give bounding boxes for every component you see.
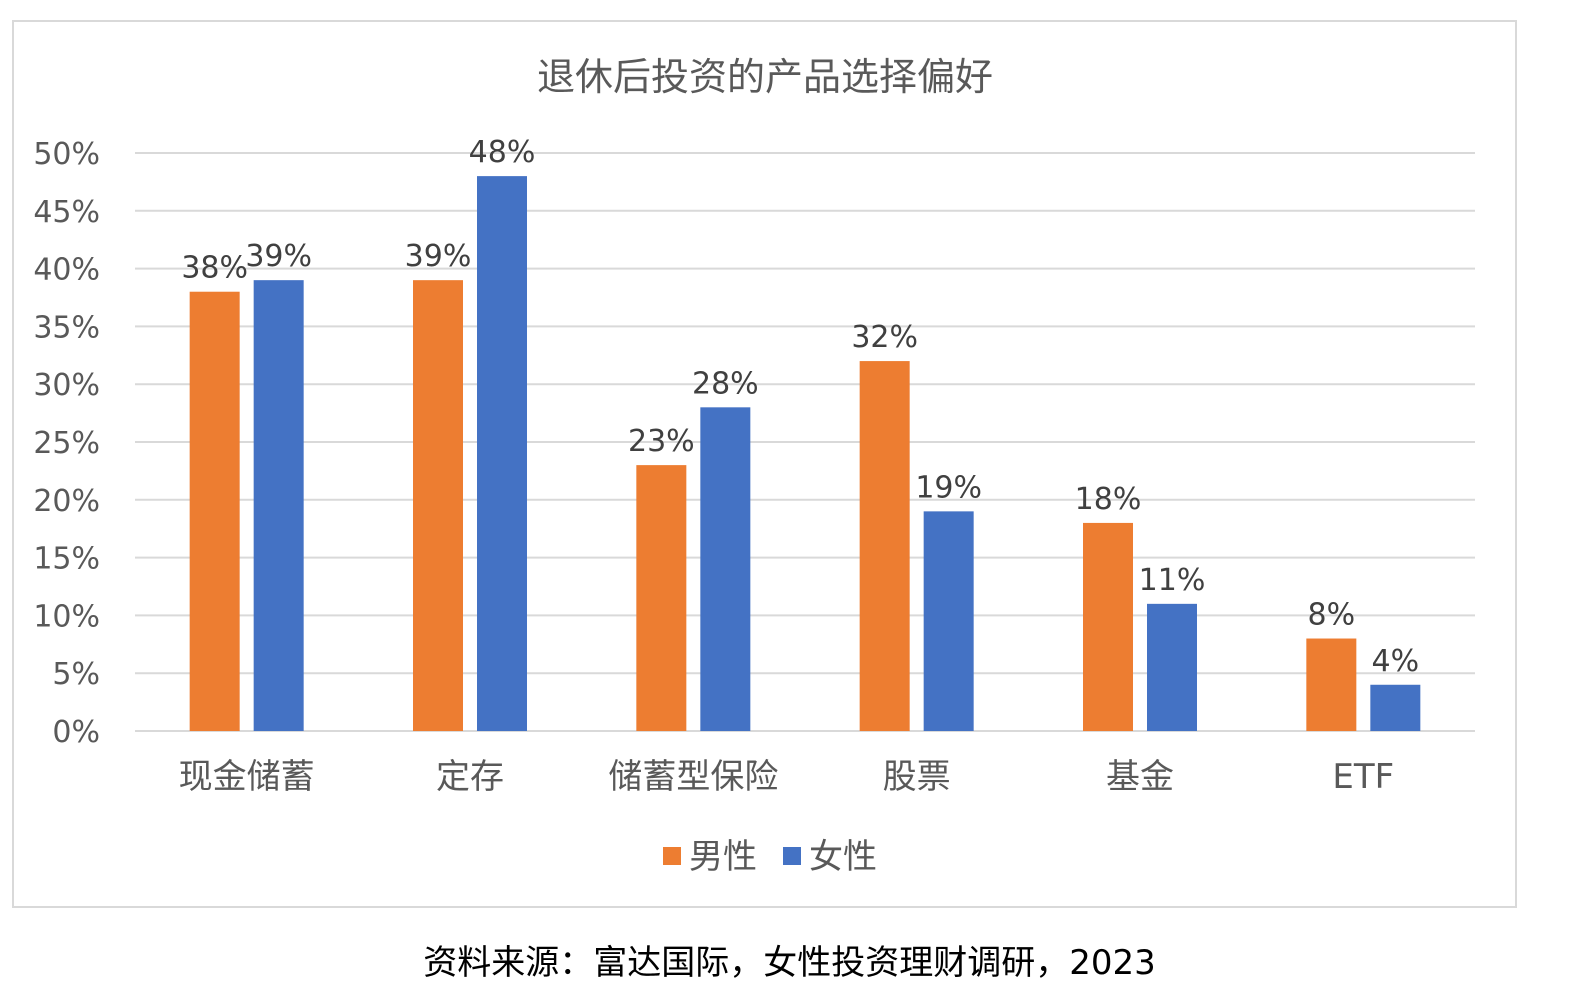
data-label: 39%	[405, 239, 472, 274]
legend-label: 男性	[689, 837, 757, 877]
x-tick-label: 定存	[436, 757, 504, 797]
y-tick-label: 5%	[52, 657, 100, 692]
x-tick-label: 基金	[1106, 757, 1174, 797]
y-tick-label: 45%	[33, 195, 100, 230]
data-label: 11%	[1139, 563, 1206, 598]
data-label: 23%	[628, 424, 695, 459]
bar	[413, 280, 463, 731]
y-tick-label: 30%	[33, 368, 100, 403]
y-tick-label: 25%	[33, 426, 100, 461]
x-tick-label: 现金储蓄	[179, 757, 315, 797]
legend-swatch	[663, 847, 681, 865]
data-labels: 38%39% 39%48%23%28%32%19% 18%11%8%4%	[181, 135, 1419, 679]
data-label: 4%	[1372, 644, 1420, 679]
data-label: 28%	[692, 366, 759, 401]
y-tick-label: 40%	[33, 253, 100, 288]
y-tick-label: 0%	[52, 715, 100, 750]
legend-swatch	[783, 847, 801, 865]
bar	[253, 280, 304, 731]
data-label: 19%	[915, 470, 982, 505]
bar	[1147, 603, 1197, 731]
bar	[1083, 522, 1133, 731]
bar	[189, 291, 240, 731]
y-axis-tick-labels: 0% 5% 10% 15% 20% 25% 30% 35% 40% 45% 50%	[33, 137, 100, 750]
bar	[700, 407, 751, 731]
x-tick-label: ETF	[1332, 757, 1394, 797]
data-label: 38%	[181, 251, 248, 286]
x-tick-label: 股票	[883, 757, 951, 797]
bar	[636, 465, 687, 731]
x-axis-tick-labels: 现金储蓄 定存 储蓄型保险 股票 基金 ETF	[179, 757, 1395, 797]
y-tick-label: 35%	[33, 310, 100, 345]
legend: 男性 女性	[663, 837, 877, 877]
y-tick-label: 20%	[33, 484, 100, 519]
data-label: 39%	[245, 239, 312, 274]
data-label: 18%	[1075, 482, 1142, 517]
data-label: 32%	[851, 320, 918, 355]
chart-title: 退休后投资的产品选择偏好	[537, 55, 993, 99]
bars	[189, 176, 1421, 731]
gridlines	[135, 152, 1475, 732]
y-tick-label: 50%	[33, 137, 100, 172]
data-label: 8%	[1308, 598, 1356, 633]
bar	[1306, 638, 1357, 731]
source-note: 资料来源：富达国际，女性投资理财调研，2023	[423, 943, 1156, 983]
bar	[1370, 684, 1421, 731]
legend-label: 女性	[809, 837, 877, 877]
bar	[859, 361, 910, 731]
y-tick-label: 15%	[33, 542, 100, 577]
bar	[477, 176, 527, 731]
x-tick-label: 储蓄型保险	[608, 757, 778, 797]
bar-chart: 退休后投资的产品选择偏好 0% 5% 10% 15% 20% 25% 30% 35% 40% 45…	[33, 55, 1475, 877]
data-label: 48%	[469, 135, 536, 170]
bar	[923, 511, 974, 731]
y-tick-label: 10%	[33, 599, 100, 634]
